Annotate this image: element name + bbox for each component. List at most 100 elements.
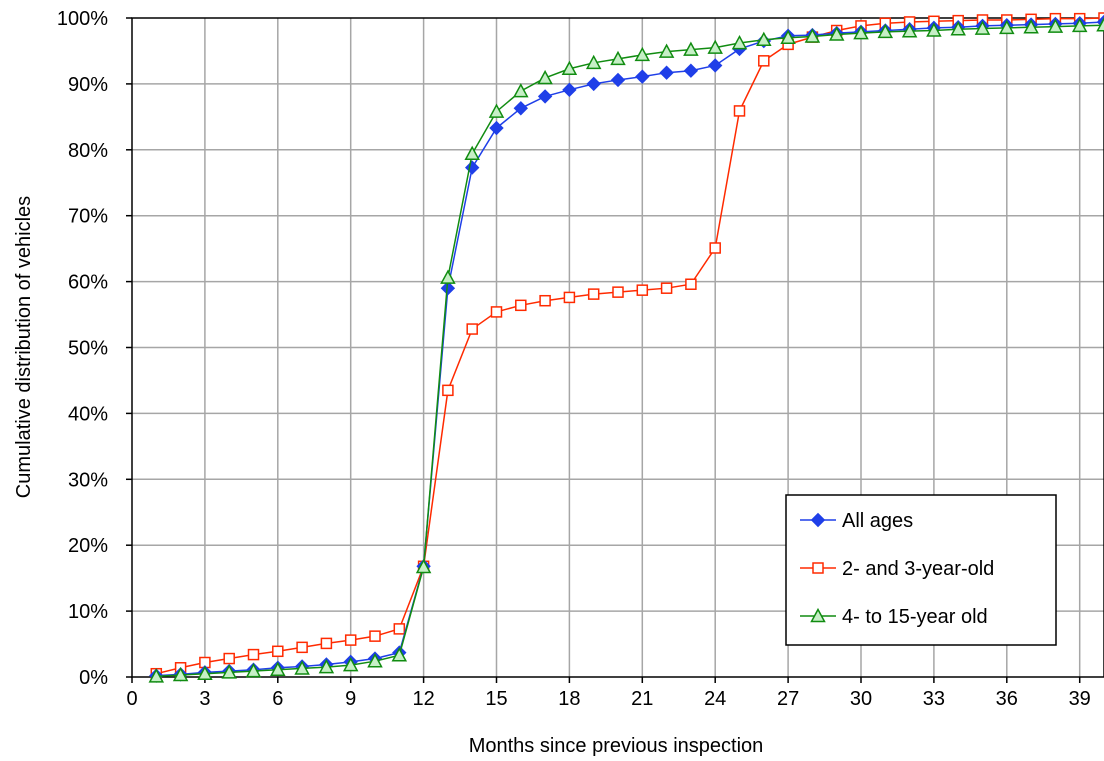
series-2 [148, 17, 1104, 683]
y-tick-label: 30% [68, 469, 108, 491]
series-2-point [148, 668, 165, 683]
series-2-point [877, 23, 894, 39]
series-2-point [294, 660, 310, 675]
series-2-point [367, 653, 383, 668]
series-2-point [707, 39, 723, 54]
series-2-point [488, 103, 505, 118]
series-0-line [156, 21, 1104, 677]
series-2-point [172, 666, 189, 682]
series-2-point [270, 661, 286, 677]
series-0-point [440, 280, 456, 296]
series-1-point [442, 384, 454, 397]
series-2-point [561, 60, 578, 76]
series-layer [148, 12, 1104, 683]
series-2-point [974, 20, 991, 35]
series-2-point [804, 28, 821, 43]
series-2-point [197, 665, 213, 680]
series-0 [149, 14, 1104, 683]
series-1-point [320, 637, 333, 650]
x-tick-label: 0 [126, 688, 137, 710]
series-2-point [318, 659, 335, 674]
series-1-point [612, 286, 624, 298]
series-1-point [563, 291, 576, 304]
series-1-point [393, 623, 406, 635]
legend-marker [810, 512, 826, 528]
legend-marker [812, 562, 824, 574]
series-2-point [853, 25, 869, 40]
series-1-point [587, 288, 600, 300]
series-0-point [683, 63, 699, 78]
series-0-point [513, 101, 529, 116]
series-2-point [464, 145, 480, 161]
series-1-point [709, 242, 721, 254]
series-1-point [490, 306, 503, 318]
series-1-line [156, 17, 1104, 675]
series-1-point [272, 645, 284, 658]
x-tick-label: 3 [199, 688, 210, 710]
series-0-point [610, 72, 626, 88]
series-2-point [901, 23, 918, 38]
y-tick-label: 90% [68, 74, 108, 96]
legend-label: All ages [842, 510, 913, 532]
series-2-point [342, 657, 359, 672]
series-2-point [440, 269, 456, 284]
series-2-point [1096, 17, 1104, 32]
y-tick-label: 10% [68, 601, 108, 623]
x-tick-label: 39 [1069, 688, 1091, 710]
x-tick-label: 9 [345, 688, 356, 710]
series-1-point [247, 648, 260, 661]
x-tick-label: 18 [558, 688, 580, 710]
x-tick-label: 6 [272, 688, 283, 710]
series-2-point [999, 19, 1015, 35]
y-tick-label: 60% [68, 272, 108, 294]
legend-item: All ages [800, 510, 913, 532]
series-2-point [1071, 17, 1088, 33]
series-0-point [562, 82, 577, 98]
series-0-point [537, 89, 553, 104]
legend-marker [810, 607, 826, 623]
series-1-point [344, 634, 357, 646]
y-axis-title: Cumulative distribution of vehicles [13, 196, 35, 498]
x-tick-label: 36 [996, 688, 1018, 710]
y-tick-label: 70% [68, 206, 108, 228]
series-2-point [926, 22, 942, 37]
series-2-point [756, 31, 772, 47]
legend-item: 2- and 3-year-old [800, 558, 994, 580]
series-2-line [156, 24, 1104, 678]
series-2-point [221, 664, 237, 679]
series-1-point [685, 278, 697, 290]
axis-tick-labels: 0 3 6 9 12 15 18 21 24 27 30 33 36 390%10%20%30%40%50… [57, 8, 1091, 710]
x-tick-label: 12 [412, 688, 434, 710]
series-2-point [828, 26, 845, 41]
series-1-point [733, 105, 746, 117]
series-2-point [950, 21, 966, 36]
x-tick-label: 33 [923, 688, 945, 710]
series-2-point [731, 34, 748, 50]
series-0-point [707, 58, 723, 73]
x-axis-title: Months since previous inspection [469, 735, 764, 757]
series-1-point [515, 299, 527, 312]
x-tick-label: 15 [485, 688, 507, 710]
series-2-point [1047, 18, 1064, 33]
series-2-point [780, 29, 796, 45]
series-1-point [660, 282, 673, 294]
y-tick-label: 0% [79, 667, 108, 689]
series-2-point [634, 46, 651, 62]
series-1-point [369, 630, 381, 642]
series-1-point [539, 294, 551, 307]
legend-label: 2- and 3-year-old [842, 558, 994, 580]
series-2-point [585, 54, 602, 70]
series-2-point [1023, 19, 1039, 34]
legend-label: 4- to 15-year old [842, 606, 988, 628]
x-tick-label: 21 [631, 688, 653, 710]
y-tick-label: 40% [68, 403, 108, 425]
axis-ticks [126, 17, 1081, 683]
legend-item: 4- to 15-year old [800, 606, 988, 628]
x-tick-label: 24 [704, 688, 726, 710]
series-2-point [683, 41, 699, 56]
x-tick-label: 30 [850, 688, 872, 710]
series-2-point [245, 662, 262, 678]
series-2-point [610, 50, 626, 66]
y-tick-label: 100% [57, 8, 108, 30]
